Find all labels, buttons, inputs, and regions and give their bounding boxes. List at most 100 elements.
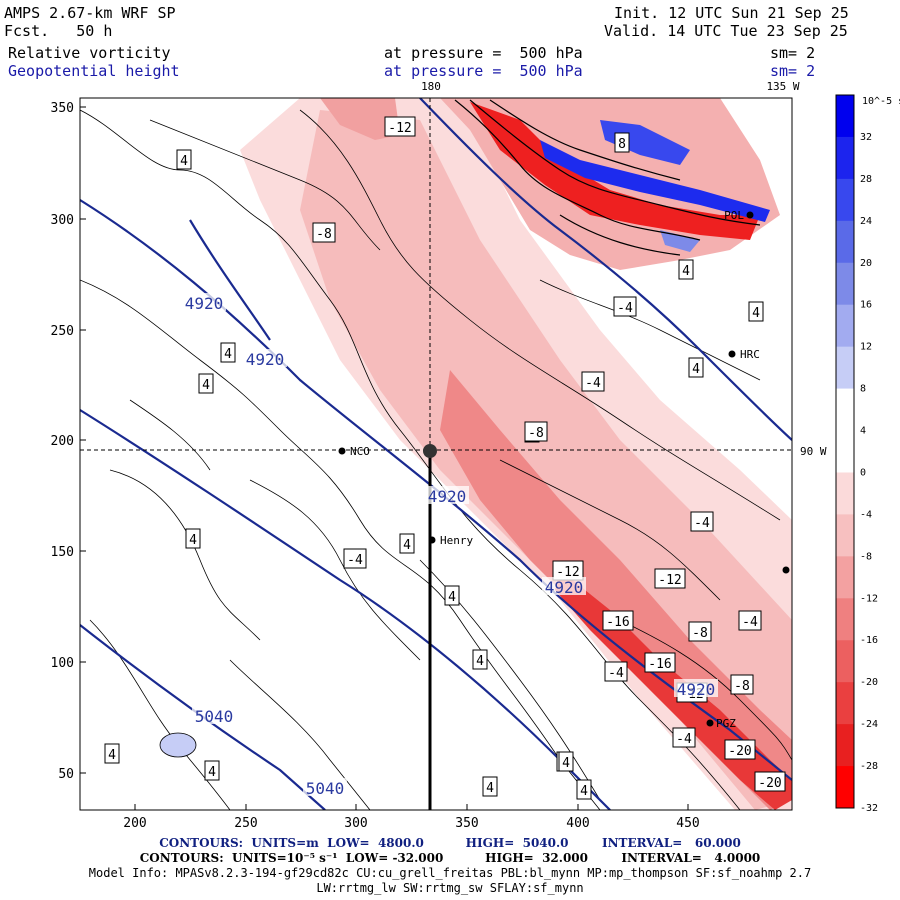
vorticity-label: 4	[692, 362, 700, 377]
vorticity-label: -8	[692, 626, 708, 641]
vorticity-label-box	[602, 610, 634, 631]
vorticity-label: -8	[734, 679, 750, 694]
colorbar-segment	[836, 262, 854, 306]
height-label-bg	[674, 679, 718, 697]
vorticity-label: -16	[606, 615, 629, 630]
x-tick-label: 400	[566, 816, 589, 831]
vorticity-label: 4	[752, 306, 760, 321]
colorbar-label: 32	[860, 132, 872, 143]
colorbar-segment	[836, 472, 854, 515]
colorbar-label: 16	[860, 300, 872, 311]
station-label: Henry	[440, 534, 473, 547]
vorticity-label-box	[748, 301, 764, 322]
vorticity-label: 4	[108, 748, 116, 763]
y-tick-label: 300	[51, 213, 74, 228]
vorticity-label: 4	[476, 654, 484, 669]
vorticity-label-box	[654, 568, 686, 589]
vorticity-label: 4	[562, 756, 570, 771]
mountain-blue-2	[600, 120, 690, 165]
colorbar-label: -24	[860, 719, 878, 730]
vorticity-label-box	[524, 421, 548, 442]
height-label-bg	[243, 349, 287, 367]
vorticity-label-box	[444, 585, 460, 606]
colorbar-segment	[836, 178, 854, 222]
colorbar-segment	[836, 598, 854, 641]
y-tick-label: 200	[51, 434, 74, 449]
x-tick-label: 250	[234, 816, 257, 831]
vorticity-label-box	[185, 528, 201, 549]
colorbar-frame	[835, 94, 855, 809]
field1-name: Relative vorticity	[8, 44, 171, 62]
colorbar-label: -8	[860, 551, 872, 562]
vorticity-label-box	[613, 296, 637, 317]
y-tick-label: 150	[51, 545, 74, 560]
meridian-90w-label: 90 W	[800, 445, 827, 458]
height-contours	[80, 98, 792, 810]
vorticity-label: -12	[388, 121, 411, 136]
colorbar-label: -12	[860, 593, 878, 604]
vorticity-label: -8	[316, 227, 332, 242]
pole-marker	[423, 444, 437, 458]
colorbar-segment	[836, 346, 854, 390]
vorticity-label: -12	[556, 565, 579, 580]
colorbar-label: 0	[860, 467, 866, 478]
x-axis: 200 250 300 350 400 450	[123, 804, 700, 831]
height-label: 5040	[195, 707, 234, 726]
height-labels: 4920 4920 4920 4920 4920 5040 5040	[182, 293, 718, 798]
vorticity-label-box	[672, 727, 696, 748]
colorbar-label: -32	[860, 803, 878, 814]
colorbar-segment	[836, 304, 854, 348]
vorticity-label: -16	[648, 657, 671, 672]
vorticity-label: 4	[208, 765, 216, 780]
vorticity-label-box	[176, 149, 192, 170]
vorticity-label: 8	[618, 137, 626, 152]
mountain-blue-3	[660, 230, 700, 252]
colorbar-label: -20	[860, 677, 878, 688]
colorbar-segment	[836, 640, 854, 683]
vorticity-label: -20	[758, 776, 781, 791]
vorticity-label: -4	[617, 301, 633, 316]
station-label: NCO	[350, 445, 370, 458]
footer-model-info: Model Info: MPASv8.2.3-194-gf29cd82c CU:…	[88, 866, 812, 880]
vorticity-label-box	[558, 751, 574, 772]
footer-physics: LW:rrtmg_lw SW:rrtmg_sw SFLAY:sf_mynn	[316, 881, 584, 895]
vorticity-label-box	[204, 760, 220, 781]
vorticity-label-box	[724, 739, 756, 760]
colorbar-segment	[836, 556, 854, 599]
vorticity-label-box	[384, 116, 416, 137]
vorticity-label-box	[614, 132, 630, 153]
vorticity-label: -4	[676, 732, 692, 747]
station-dot	[728, 350, 736, 358]
height-label-bg	[192, 706, 236, 724]
station-dot	[782, 566, 790, 574]
vorticity-label-box	[198, 373, 214, 394]
vorticity-label: 4	[180, 154, 188, 169]
stations: NCO Henry HRC PGZ POL	[338, 209, 790, 730]
x-tick-label: 300	[344, 816, 367, 831]
height-label-bg	[542, 577, 586, 595]
colorbar-segment	[836, 136, 854, 180]
height-label-bg	[425, 486, 469, 504]
vorticity-label: -20	[728, 744, 751, 759]
colorbar-segment	[836, 430, 854, 473]
station-dot	[746, 211, 754, 219]
height-label: 5040	[306, 779, 345, 798]
station-label: PGZ	[716, 717, 736, 730]
init-time: Init. 12 UTC Sun 21 Sep 25	[614, 4, 849, 22]
field2-smoothing: sm= 2	[770, 62, 816, 80]
colorbar-label: 28	[860, 174, 872, 185]
vorticity-label-box	[581, 371, 605, 392]
colorbar-label: -16	[860, 635, 878, 646]
vorticity-label: 4	[448, 590, 456, 605]
station-dot	[428, 536, 436, 544]
x-tick-label: 200	[123, 816, 146, 831]
y-tick-label: 50	[58, 767, 74, 782]
height-label: 4920	[545, 578, 584, 597]
plot-frame	[79, 97, 793, 811]
vorticity-label-box	[688, 621, 712, 642]
colorbar-label: 8	[860, 384, 866, 395]
colorbar-label: 24	[860, 216, 872, 227]
vorticity-label-box	[644, 652, 676, 673]
station-label: POL	[724, 209, 744, 222]
colorbar-segment	[836, 724, 854, 767]
